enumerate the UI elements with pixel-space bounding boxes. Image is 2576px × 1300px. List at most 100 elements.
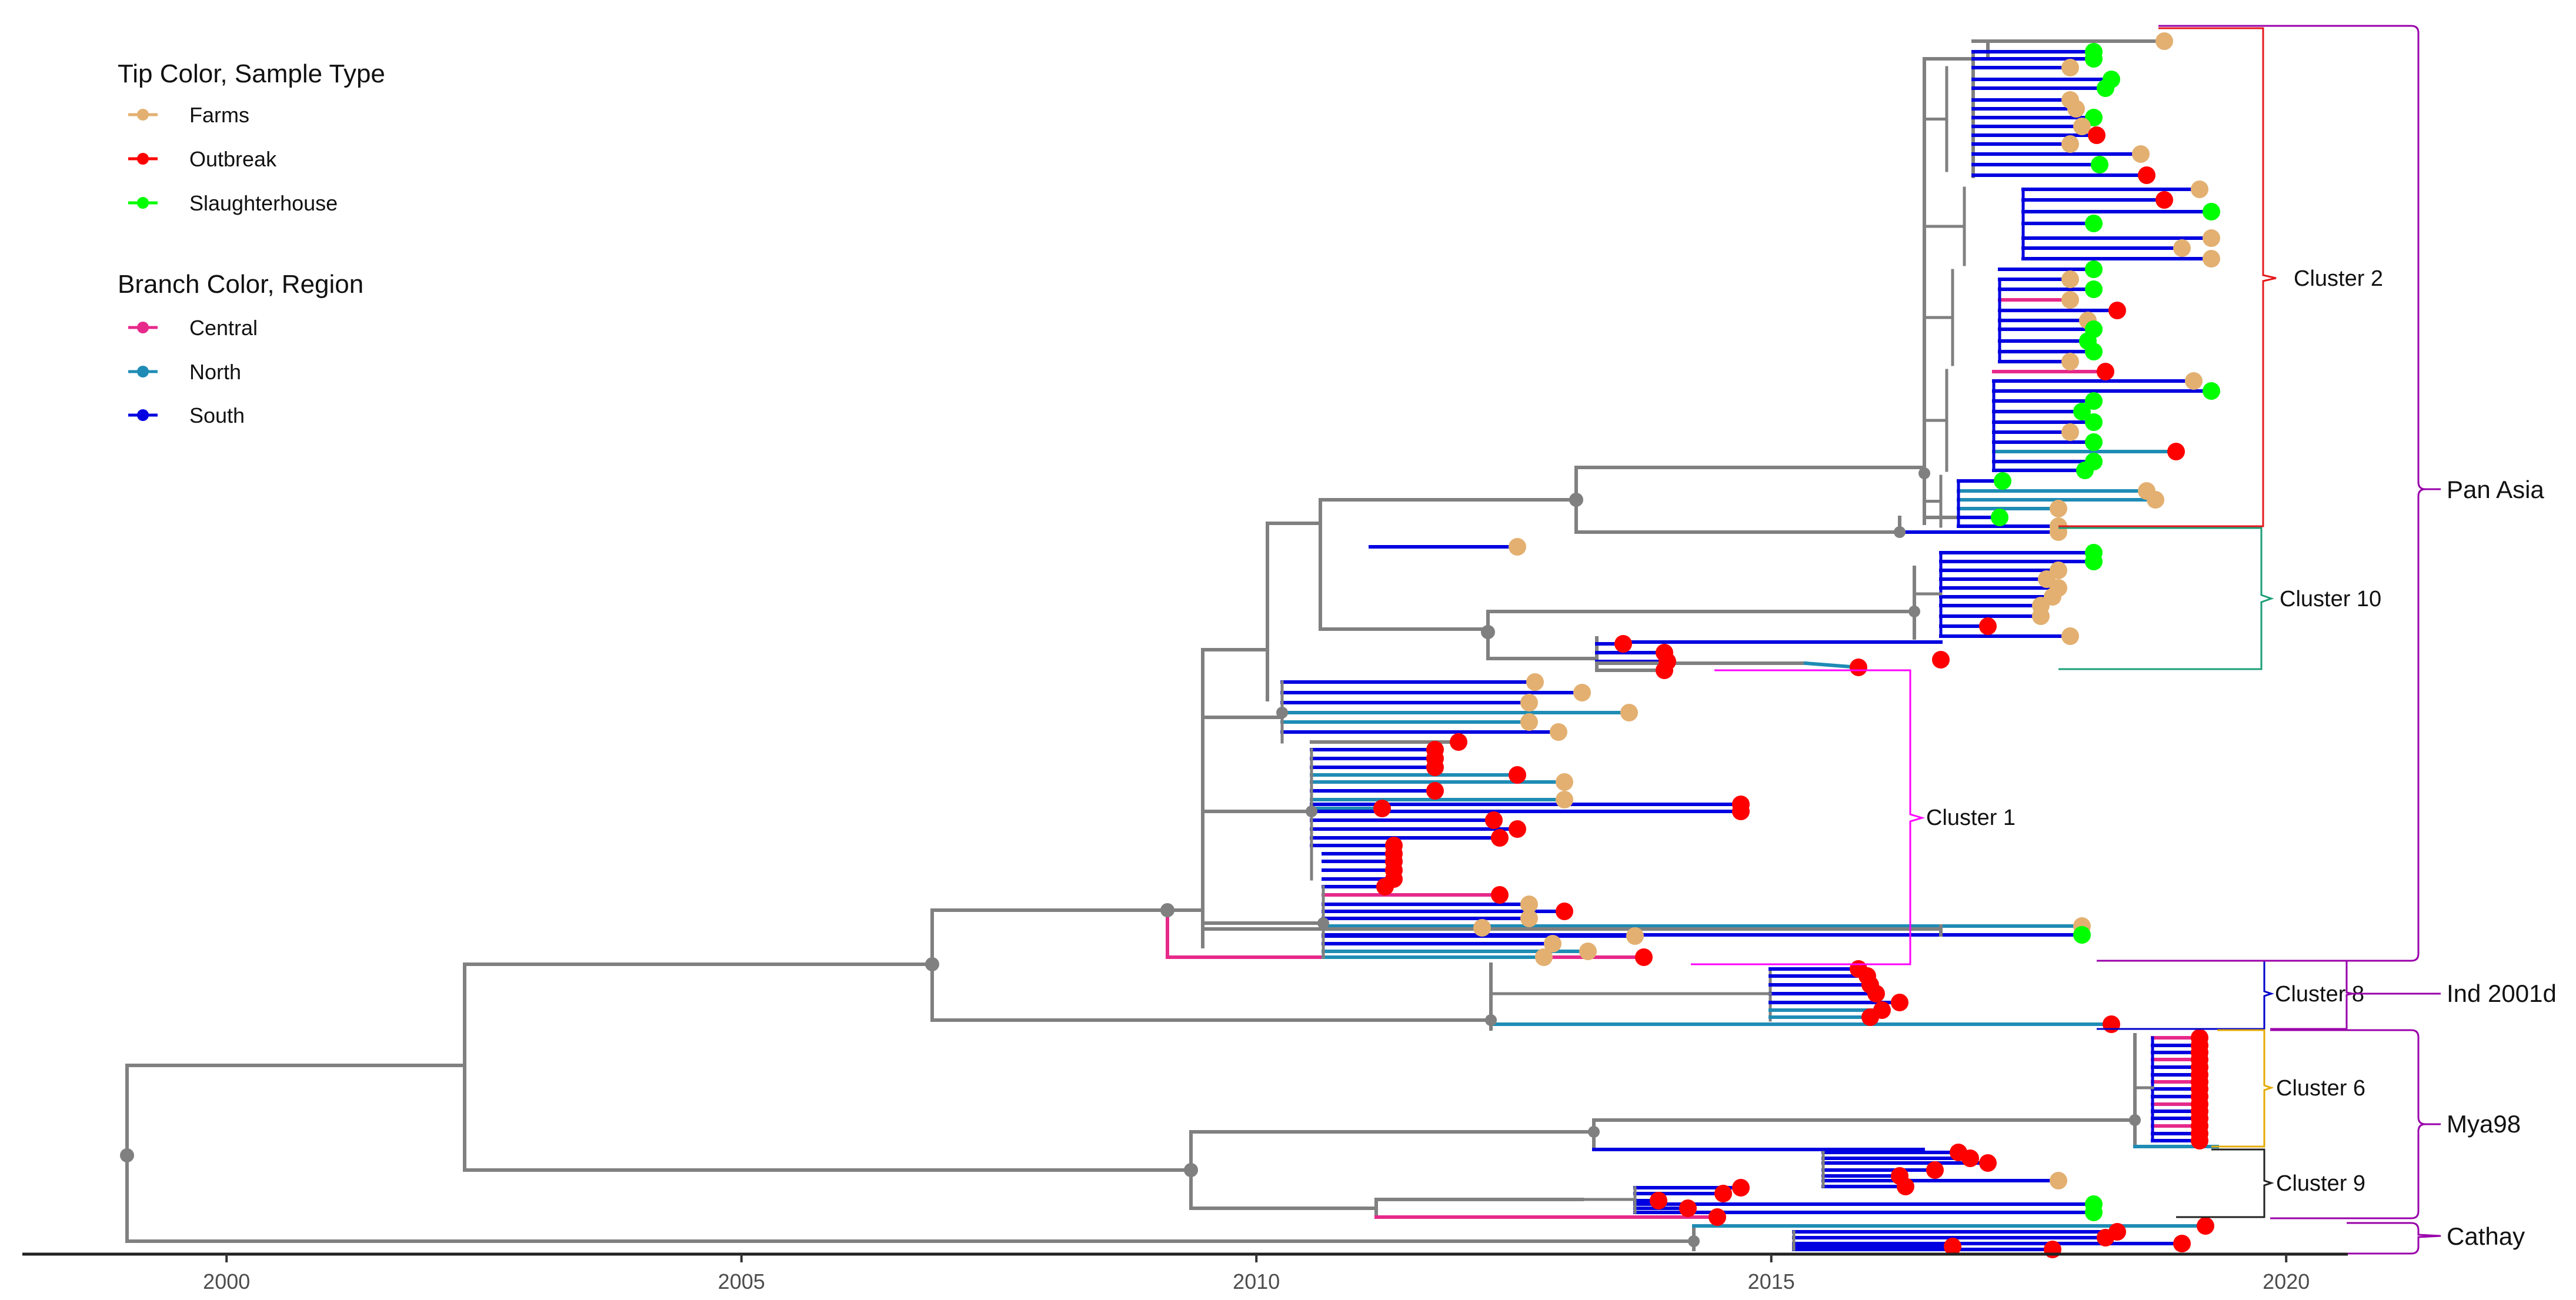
tip-outbreak bbox=[1679, 1199, 1697, 1217]
legend-label-outbreak: Outbreak bbox=[189, 147, 277, 171]
tip-slaughterhouse bbox=[2091, 156, 2108, 173]
tip-outbreak bbox=[2097, 363, 2114, 380]
tip-outbreak bbox=[1867, 985, 1885, 1002]
clade-label-cluster-10: Cluster 10 bbox=[2280, 587, 2381, 611]
tip-slaughterhouse bbox=[2073, 926, 2091, 944]
tip-slaughterhouse bbox=[1991, 509, 2008, 526]
tip-outbreak bbox=[1426, 758, 1444, 776]
clade-label-cluster-9: Cluster 9 bbox=[2276, 1171, 2365, 1196]
tip-outbreak bbox=[2167, 443, 2185, 460]
root-node bbox=[120, 1148, 134, 1162]
legend-label-slaughterhouse: Slaughterhouse bbox=[189, 191, 338, 215]
legend-key-dot bbox=[137, 322, 149, 333]
tip-outbreak bbox=[1732, 803, 1750, 820]
internal-node bbox=[1481, 625, 1495, 639]
internal-node bbox=[1908, 606, 1920, 617]
legend-item-south: South bbox=[128, 403, 245, 427]
tip-color-legend: Tip Color, Sample Type Farms Outbreak Sl… bbox=[118, 59, 385, 215]
tip-farm bbox=[1573, 684, 1591, 701]
axis-tick-label: 2000 bbox=[203, 1269, 250, 1294]
tip-farm bbox=[1473, 919, 1491, 937]
tip-farm bbox=[1620, 704, 1638, 721]
clade-cluster-10: Cluster 10 bbox=[2058, 527, 2381, 670]
tip-outbreak bbox=[1926, 1161, 1944, 1179]
tip-outbreak bbox=[2155, 191, 2173, 209]
internal-node bbox=[1894, 526, 1906, 538]
tip-farm bbox=[1526, 673, 1544, 691]
tip-outbreak bbox=[1450, 733, 1467, 751]
tip-outbreak bbox=[1376, 878, 1394, 895]
tip-outbreak bbox=[1961, 1149, 1979, 1167]
tip-outbreak bbox=[1509, 820, 1526, 838]
tip-outbreak bbox=[1891, 994, 1908, 1011]
tip-outbreak bbox=[1732, 1179, 1750, 1197]
tip-slaughterhouse bbox=[2085, 433, 2103, 451]
internal-node bbox=[925, 957, 939, 971]
tip-slaughterhouse bbox=[2085, 215, 2103, 232]
tip-farm bbox=[2073, 118, 2091, 135]
legend-item-outbreak: Outbreak bbox=[128, 147, 277, 171]
time-axis: 2000 2005 2010 2015 2020 bbox=[22, 1252, 2348, 1294]
tree-branch bbox=[1803, 661, 1861, 670]
clade-cluster-6: Cluster 6 bbox=[2211, 1029, 2365, 1148]
clade-cluster-2: Cluster 2 bbox=[2058, 27, 2383, 527]
internal-node bbox=[1317, 917, 1329, 929]
legend-item-north: North bbox=[128, 360, 241, 384]
tip-farm bbox=[2173, 239, 2191, 257]
tip-outbreak bbox=[1714, 1185, 1732, 1202]
group-label-cathay: Cathay bbox=[2447, 1222, 2525, 1250]
internal-node bbox=[1306, 806, 1317, 817]
tip-outbreak bbox=[1932, 651, 1950, 669]
tip-outbreak bbox=[1897, 1178, 1914, 1195]
tip-slaughterhouse bbox=[2085, 343, 2103, 360]
tip-outbreak bbox=[2088, 126, 2105, 144]
clade-label-cluster-6: Cluster 6 bbox=[2276, 1076, 2365, 1101]
clade-label-cluster-2: Cluster 2 bbox=[2294, 266, 2383, 291]
tip-farm bbox=[2185, 372, 2203, 390]
clade-cluster-8: Cluster 8 bbox=[2097, 960, 2364, 1030]
tip-farm bbox=[1556, 773, 1573, 791]
internal-node bbox=[1569, 493, 1583, 507]
tip-slaughterhouse bbox=[2085, 1204, 2103, 1221]
tip-slaughterhouse bbox=[2085, 392, 2103, 410]
internal-node bbox=[1184, 1163, 1198, 1177]
tip-farm bbox=[2067, 100, 2085, 118]
tip-slaughterhouse bbox=[2203, 382, 2220, 400]
lineage-group-annotations: Pan Asia Ind 2001d Mya98 Cathay bbox=[2097, 25, 2557, 1255]
tip-outbreak bbox=[1509, 766, 1526, 784]
tip-farm bbox=[2061, 135, 2079, 153]
tip-slaughterhouse bbox=[1994, 472, 2011, 490]
tip-farm bbox=[2061, 291, 2079, 309]
tree-nodes bbox=[120, 467, 2141, 1247]
tip-farm bbox=[1520, 694, 1538, 711]
tip-outbreak bbox=[2197, 1217, 2214, 1235]
tip-slaughterhouse bbox=[2085, 50, 2103, 68]
legend-item-slaughterhouse: Slaughterhouse bbox=[128, 191, 338, 215]
tip-legend-title: Tip Color, Sample Type bbox=[118, 59, 385, 88]
internal-node bbox=[1276, 707, 1288, 718]
branch-legend-title: Branch Color, Region bbox=[118, 270, 363, 299]
tip-outbreak bbox=[1556, 903, 1573, 920]
internal-node bbox=[2129, 1114, 2141, 1126]
tip-farm bbox=[2061, 627, 2079, 645]
group-cathay: Cathay bbox=[2347, 1222, 2525, 1255]
tip-slaughterhouse bbox=[2073, 403, 2091, 420]
tree-branches bbox=[125, 39, 2219, 1251]
group-ind-2001d: Ind 2001d bbox=[2270, 960, 2557, 1030]
tip-outbreak bbox=[1426, 782, 1444, 800]
tip-outbreak bbox=[2191, 1132, 2208, 1149]
group-label-mya98: Mya98 bbox=[2447, 1110, 2521, 1138]
tip-slaughterhouse bbox=[2076, 462, 2094, 479]
tip-outbreak bbox=[1850, 659, 1867, 676]
internal-node bbox=[1918, 467, 1930, 479]
legend-key-dot bbox=[137, 153, 149, 165]
legend-key-dot bbox=[137, 366, 149, 377]
group-mya98: Mya98 bbox=[2270, 1029, 2521, 1219]
tip-farm bbox=[2061, 353, 2079, 370]
tip-farm bbox=[2191, 181, 2208, 198]
tip-farm bbox=[1535, 948, 1553, 966]
tip-slaughterhouse bbox=[2085, 553, 2103, 570]
tip-farm bbox=[2203, 250, 2220, 268]
axis-tick-label: 2020 bbox=[2263, 1269, 2310, 1294]
tip-slaughterhouse bbox=[2097, 79, 2114, 97]
